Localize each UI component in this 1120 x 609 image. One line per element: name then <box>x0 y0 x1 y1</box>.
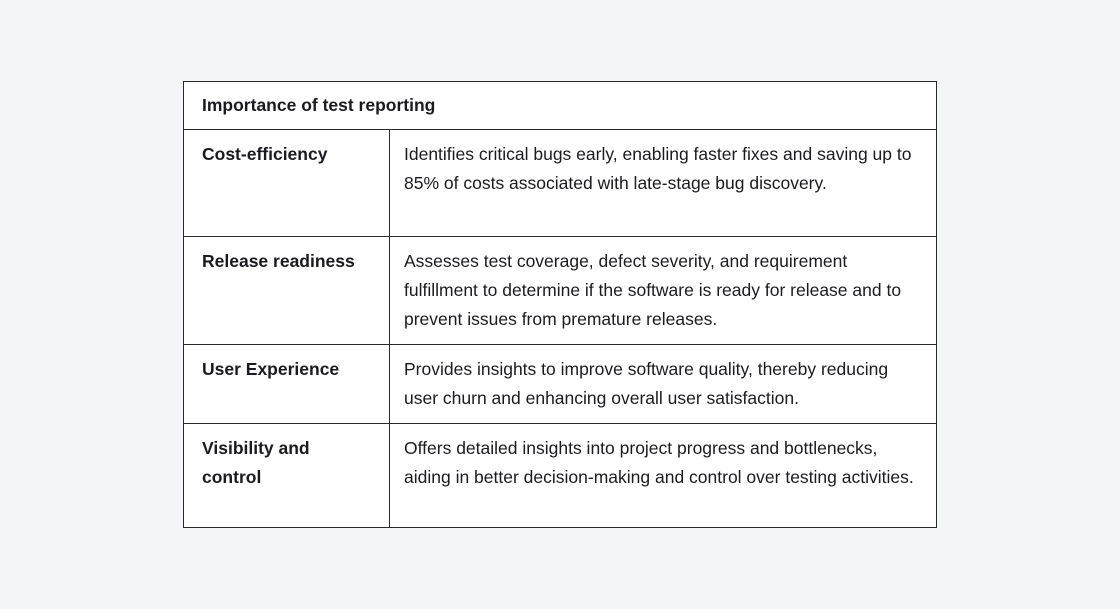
row-description: Assesses test coverage, defect severity,… <box>389 236 937 345</box>
table-title: Importance of test reporting <box>183 81 937 130</box>
table-header-row: Importance of test reporting <box>183 81 937 130</box>
table-row: User Experience Provides insights to imp… <box>183 344 937 424</box>
test-reporting-table: Importance of test reporting Cost-effici… <box>183 81 937 528</box>
row-description: Identifies critical bugs early, enabling… <box>389 129 937 237</box>
row-label: Visibility and control <box>183 423 390 528</box>
row-label: Cost-efficiency <box>183 129 390 237</box>
table-row: Visibility and control Offers detailed i… <box>183 423 937 528</box>
row-label: Release readiness <box>183 236 390 345</box>
row-label: User Experience <box>183 344 390 424</box>
table-row: Cost-efficiency Identifies critical bugs… <box>183 129 937 237</box>
row-description: Provides insights to improve software qu… <box>389 344 937 424</box>
row-description: Offers detailed insights into project pr… <box>389 423 937 528</box>
table-row: Release readiness Assesses test coverage… <box>183 236 937 345</box>
